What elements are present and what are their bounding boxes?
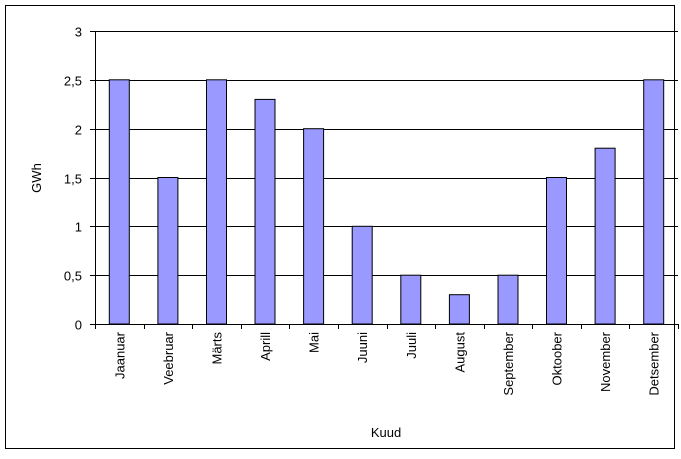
x-tick-labels: Jaanuar Veebruar Märts Aprill Mai Juuni Juuli A… <box>112 331 661 395</box>
bars <box>108 79 665 325</box>
x-tick-label: November <box>598 331 613 392</box>
y-tick-label: 2,5 <box>64 74 82 89</box>
axes <box>90 31 679 329</box>
gridlines <box>95 31 678 276</box>
bar <box>400 274 422 325</box>
bar <box>497 274 519 325</box>
y-tick-label: 2 <box>75 123 82 138</box>
y-tick-label: 3 <box>75 25 82 40</box>
x-tick-label: Veebruar <box>161 331 176 384</box>
bar <box>594 147 616 325</box>
x-tick-label: Mai <box>307 332 322 353</box>
y-tick-label: 0 <box>75 318 82 333</box>
x-tick-label: Juuni <box>355 332 370 363</box>
bar <box>303 128 325 325</box>
x-tick-label: Oktoober <box>550 331 565 385</box>
x-tick-label: August <box>452 332 467 373</box>
x-tick-label: Juuli <box>404 332 419 359</box>
y-tick-labels: 0 0,5 1 1,5 2 2,5 3 <box>64 25 82 333</box>
x-tick-label: Detsember <box>647 331 662 395</box>
x-tick-label: Jaanuar <box>112 331 127 379</box>
bar <box>157 177 179 325</box>
y-tick-label: 0,5 <box>64 269 82 284</box>
y-axis-label: GWh <box>29 163 44 193</box>
y-tick-label: 1,5 <box>64 172 82 187</box>
x-tick-label: September <box>501 331 516 395</box>
bar <box>108 79 130 325</box>
bar <box>254 98 276 325</box>
bar <box>546 177 567 325</box>
y-tick-label: 1 <box>75 220 82 235</box>
bar <box>643 79 665 325</box>
bar <box>351 225 373 325</box>
x-tick-label: Aprill <box>258 332 273 361</box>
bar <box>206 79 227 325</box>
x-tick-label: Märts <box>210 332 225 365</box>
x-axis-label: Kuud <box>371 425 401 440</box>
bar <box>448 294 470 325</box>
